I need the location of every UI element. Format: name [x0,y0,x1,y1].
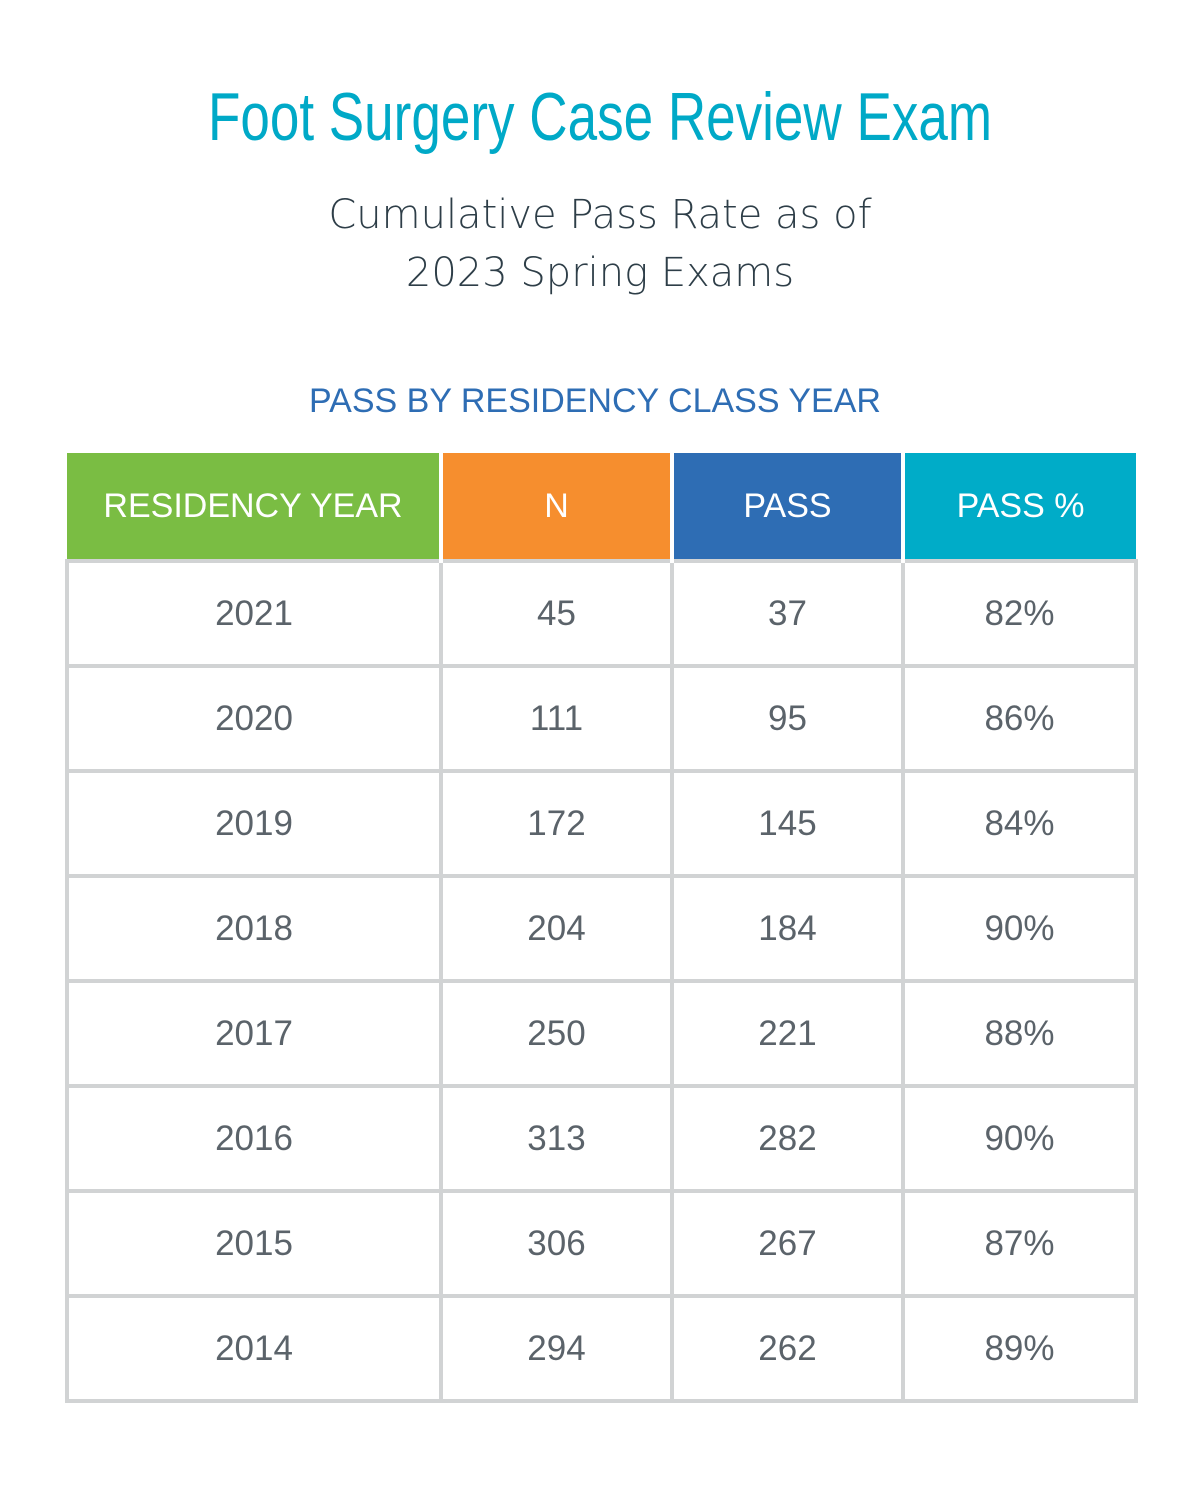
cell-residency-year: 2014 [65,1294,443,1403]
column-header-pass: PASS [670,453,903,561]
cell-n: 111 [439,664,674,773]
cell-pass-percent: 87% [901,1189,1138,1298]
cell-residency-year: 2021 [65,559,443,668]
cell-residency-year: 2018 [65,874,443,983]
cell-residency-year: 2019 [65,769,443,878]
cell-pass: 267 [670,1189,905,1298]
cell-n: 204 [439,874,674,983]
cell-pass-percent: 84% [901,769,1138,878]
cell-pass: 262 [670,1294,905,1403]
subtitle-line-1: Cumulative Pass Rate as of [328,192,872,238]
table-row: 2018 204 184 90% [65,874,1138,983]
table-row: 2017 250 221 88% [65,979,1138,1088]
cell-pass: 95 [670,664,905,773]
cell-pass-percent: 86% [901,664,1138,773]
cell-n: 306 [439,1189,674,1298]
cell-n: 45 [439,559,674,668]
cell-pass-percent: 82% [901,559,1138,668]
pass-rate-table: RESIDENCY YEAR N PASS PASS % 2021 45 37 82% 202… [65,453,1138,1403]
table-row: 2021 45 37 82% [65,559,1138,668]
cell-pass-percent: 89% [901,1294,1138,1403]
column-header-n: N [439,453,672,561]
cell-pass-percent: 90% [901,874,1138,983]
cell-pass-percent: 90% [901,1084,1138,1193]
cell-pass: 145 [670,769,905,878]
cell-n: 313 [439,1084,674,1193]
cell-residency-year: 2020 [65,664,443,773]
header-row: RESIDENCY YEAR N PASS PASS % [67,453,1136,561]
table-row: 2020 111 95 86% [65,664,1138,773]
cell-residency-year: 2015 [65,1189,443,1298]
subtitle-line-2: 2023 Spring Exams [405,250,795,296]
section-heading: PASS BY RESIDENCY CLASS YEAR [309,382,881,420]
cell-pass: 184 [670,874,905,983]
cell-pass: 282 [670,1084,905,1193]
table-row: 2019 172 145 84% [65,769,1138,878]
cell-pass: 221 [670,979,905,1088]
cell-n: 294 [439,1294,674,1403]
column-header-residency-year: RESIDENCY YEAR [67,453,441,561]
column-header-pass-percent: PASS % [901,453,1136,561]
cell-pass: 37 [670,559,905,668]
table-row: 2015 306 267 87% [65,1189,1138,1298]
table-row: 2016 313 282 90% [65,1084,1138,1193]
subtitle: Cumulative Pass Rate as of 2023 Spring E… [0,186,1200,302]
cell-residency-year: 2017 [65,979,443,1088]
page-title: Foot Surgery Case Review Exam [207,79,993,155]
cell-residency-year: 2016 [65,1084,443,1193]
cell-n: 172 [439,769,674,878]
cell-n: 250 [439,979,674,1088]
table-row: 2014 294 262 89% [65,1294,1138,1403]
cell-pass-percent: 88% [901,979,1138,1088]
